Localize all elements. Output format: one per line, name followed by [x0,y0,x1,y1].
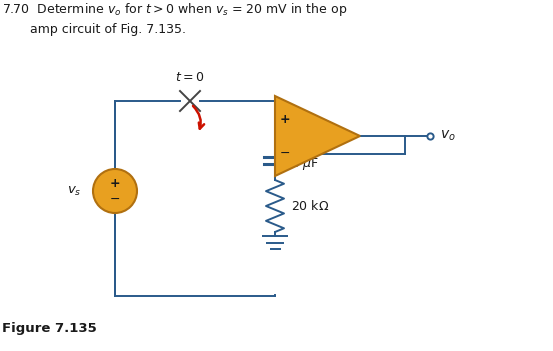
Text: −: − [109,192,120,205]
Text: $v_o$: $v_o$ [440,129,456,143]
Text: Figure 7.135: Figure 7.135 [2,322,97,335]
Text: amp circuit of Fig. 7.135.: amp circuit of Fig. 7.135. [30,23,186,36]
Polygon shape [275,96,360,176]
Text: −: − [280,146,290,159]
Text: +: + [109,178,121,191]
Text: 5 $\mu$F: 5 $\mu$F [291,157,319,172]
Text: $t=0$: $t=0$ [175,71,205,84]
Text: 7.70  Determine $v_o$ for $t > 0$ when $v_s$ = 20 mV in the op: 7.70 Determine $v_o$ for $t > 0$ when $v… [2,1,347,18]
Circle shape [93,169,137,213]
Text: +: + [280,113,290,126]
Text: 20 k$\Omega$: 20 k$\Omega$ [291,199,329,213]
Text: $v_s$: $v_s$ [66,184,81,198]
